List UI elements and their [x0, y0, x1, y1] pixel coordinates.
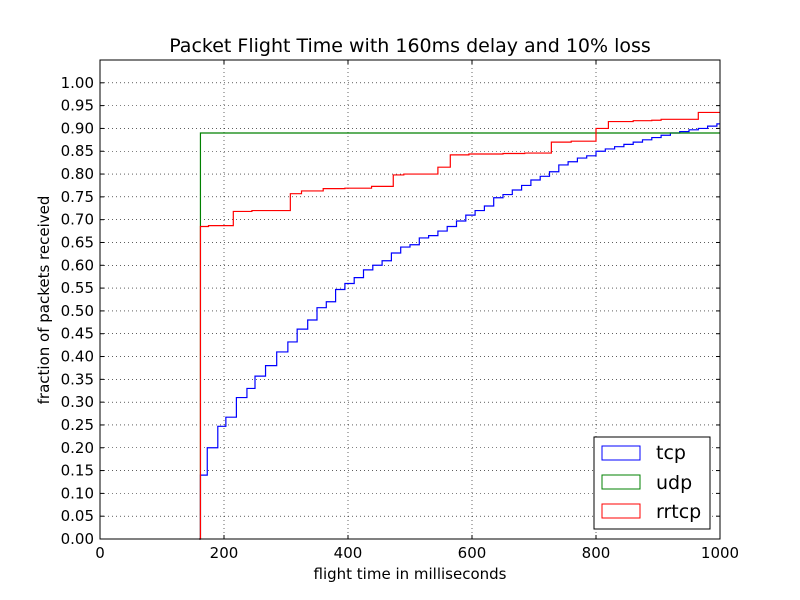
plot-frame — [99, 59, 721, 540]
y-tick-label: 0.40 — [61, 348, 94, 366]
y-tick-label: 1.00 — [61, 74, 94, 92]
series-line-tcp — [199, 123, 720, 540]
x-tick-label: 200 — [210, 544, 239, 562]
legend-label-udp: udp — [656, 472, 692, 494]
x-axis-title: flight time in milliseconds — [314, 565, 507, 583]
y-tick-label: 0.50 — [61, 302, 94, 320]
x-tick-label: 0 — [95, 544, 105, 562]
series-line-rrtcp — [199, 111, 720, 540]
axis-ticks — [99, 60, 721, 540]
legend-label-rrtcp: rrtcp — [656, 501, 701, 523]
y-tick-label: 0.90 — [61, 119, 94, 137]
y-tick-label: 0.35 — [61, 370, 94, 388]
y-tick-label: 0.45 — [61, 325, 94, 343]
x-tick-label: 1000 — [701, 544, 739, 562]
y-tick-label: 0.20 — [61, 439, 94, 457]
legend-label-tcp: tcp — [656, 442, 686, 464]
y-tick-label: 0.55 — [61, 279, 94, 297]
x-tick-labels: 0 200 400 600 800 1000 — [95, 544, 739, 562]
y-tick-labels: 0.00 0.05 0.10 0.15 0.20 0.25 0.30 0.35 0.40 0.45… — [61, 74, 94, 548]
y-tick-label: 0.75 — [61, 188, 94, 206]
y-tick-label: 0.60 — [61, 256, 94, 274]
legend-swatch-rrtcp — [601, 503, 641, 519]
y-tick-label: 0.05 — [61, 507, 94, 525]
legend-swatch-udp — [601, 474, 641, 490]
y-tick-label: 0.15 — [61, 462, 94, 480]
y-tick-label: 0.95 — [61, 97, 94, 115]
x-tick-label: 600 — [458, 544, 487, 562]
y-tick-label: 0.80 — [61, 165, 94, 183]
legend-swatch-tcp — [601, 445, 641, 461]
y-tick-label: 0.00 — [61, 530, 94, 548]
y-tick-label: 0.25 — [61, 416, 94, 434]
y-tick-label: 0.65 — [61, 233, 94, 251]
chart-title: Packet Flight Time with 160ms delay and … — [169, 35, 651, 57]
legend: tcp udp rrtcp — [593, 436, 711, 530]
y-tick-label: 0.85 — [61, 142, 94, 160]
y-tick-label: 0.10 — [61, 484, 94, 502]
x-tick-label: 800 — [582, 544, 611, 562]
y-axis-title: fraction of packets received — [35, 196, 53, 405]
x-tick-label: 400 — [334, 544, 363, 562]
y-tick-label: 0.70 — [61, 211, 94, 229]
legend-box — [593, 436, 711, 530]
y-tick-label: 0.30 — [61, 393, 94, 411]
